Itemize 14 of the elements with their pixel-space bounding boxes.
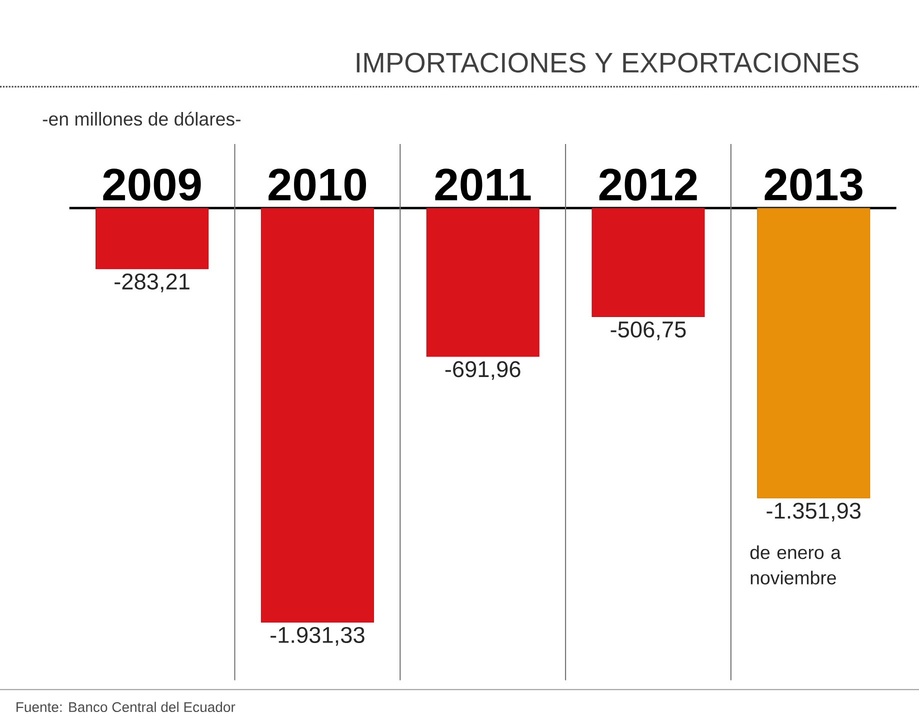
data-label: -691,96	[445, 361, 520, 380]
data-label: -283,21	[114, 273, 190, 292]
data-label: -1.931,33	[270, 626, 364, 646]
data-label: -506,75	[610, 321, 686, 340]
chart-subtitle: -en millones de dólares-	[42, 112, 240, 126]
source-note: Fuente: Banco Central del Ecuador	[16, 702, 236, 712]
x-tick-label: 2012	[599, 168, 697, 201]
x-tick-label: 2009	[103, 168, 201, 201]
x-tick-label: 2013	[764, 168, 862, 201]
annotation: de enero a noviembre	[750, 545, 841, 584]
chart-title: IMPORTACIONES Y EXPORTACIONES	[356, 52, 858, 72]
x-tick-label: 2010	[268, 168, 366, 201]
data-label: -1.351,93	[766, 502, 861, 522]
x-tick-label: 2011	[435, 168, 531, 201]
